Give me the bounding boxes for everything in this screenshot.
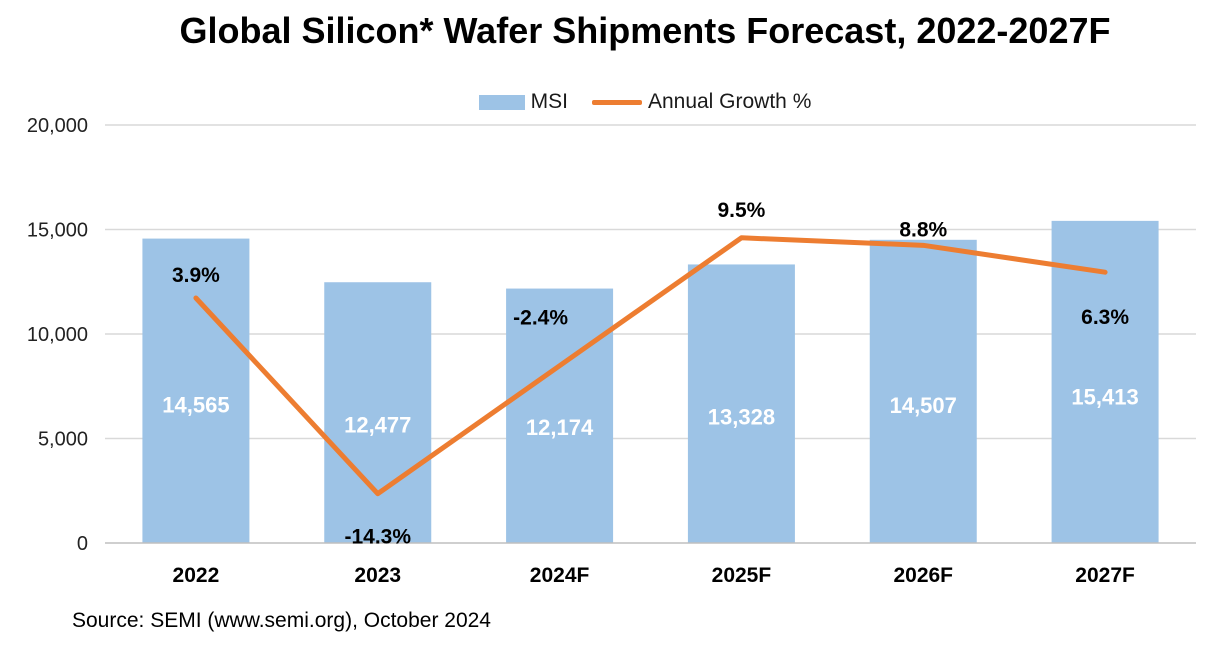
legend-label-growth: Annual Growth %	[647, 90, 812, 113]
growth-point-label: -2.4%	[513, 307, 568, 330]
bar	[869, 239, 977, 543]
legend-item-msi: MSI	[478, 90, 568, 114]
x-tick-label: 2025F	[712, 564, 772, 587]
x-tick-label: 2027F	[1075, 564, 1135, 587]
x-tick-label: 2023	[354, 564, 401, 587]
y-tick-label: 10,000	[27, 324, 88, 346]
y-tick-label: 20,000	[27, 115, 88, 137]
legend-item-growth: Annual Growth %	[591, 90, 812, 114]
x-tick-label: 2024F	[530, 564, 590, 587]
bar	[687, 264, 795, 543]
growth-line	[193, 235, 1108, 497]
bar-value-label: 12,174	[526, 415, 594, 440]
bar-value-label: 14,565	[162, 392, 229, 417]
growth-point-label: 8.8%	[899, 218, 947, 241]
legend-label-msi: MSI	[530, 90, 568, 113]
legend: MSI Annual Growth %	[0, 90, 1210, 114]
source-note: Source: SEMI (www.semi.org), October 202…	[72, 609, 491, 632]
legend-swatch-line	[591, 99, 642, 105]
bar-value-label: 13,328	[708, 404, 775, 429]
growth-point-label: -14.3%	[344, 526, 411, 549]
y-tick-label: 5,000	[38, 429, 88, 451]
growth-point-label: 9.5%	[717, 199, 765, 222]
bar	[324, 282, 432, 543]
bar-value-label: 14,507	[890, 393, 957, 418]
bar-value-label: 15,413	[1071, 384, 1138, 409]
y-tick-label: 15,000	[27, 220, 88, 242]
x-tick-label: 2026F	[893, 564, 953, 587]
x-tick-label: 2022	[173, 564, 220, 587]
y-tick-label: 0	[77, 533, 88, 555]
bar-value-label: 12,477	[344, 412, 411, 437]
growth-point-label: 3.9%	[172, 264, 220, 287]
legend-swatch-bar	[478, 94, 525, 110]
bar	[142, 238, 250, 544]
chart-title: Global Silicon* Wafer Shipments Forecast…	[179, 10, 1111, 51]
bar	[506, 288, 614, 543]
growth-point-label: 6.3%	[1081, 306, 1129, 329]
